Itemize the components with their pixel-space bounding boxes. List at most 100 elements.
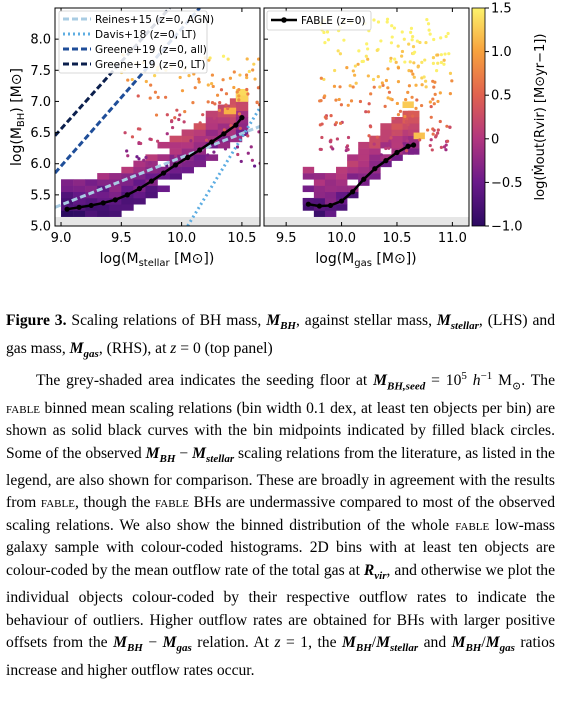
outlier-point [396, 80, 401, 84]
outlier-point [403, 114, 407, 119]
histogram-bin [85, 185, 98, 193]
histogram-bin [336, 166, 348, 174]
outlier-point [164, 95, 168, 99]
outlier-point [436, 53, 440, 57]
outlier-point [378, 85, 382, 89]
fable-bin-midpoint [197, 147, 203, 153]
outlier-point [165, 113, 169, 117]
outlier-point [250, 158, 254, 162]
left-fable-relation [64, 115, 245, 212]
colorbar-ticks: 1.5 1.0 0.5 0 −0.5 −1.0 [485, 2, 523, 235]
histogram-bin [73, 191, 86, 199]
outlier-point [156, 95, 160, 99]
histogram-bin [205, 141, 219, 149]
outlier-point [246, 151, 250, 155]
outlier-point [438, 119, 442, 124]
outlier-point [418, 138, 422, 142]
y-tick-label: 5.5 [30, 188, 51, 203]
outlier-point [431, 132, 435, 136]
fable-bin-midpoint [160, 170, 167, 176]
colorbar: 1.5 1.0 0.5 0 −0.5 −1.0 log(Ṁout(Rvir) [M⊙yr−… [471, 2, 548, 235]
outlier-point [237, 112, 242, 116]
outlier-point [187, 73, 191, 78]
outlier-point [436, 99, 440, 104]
histogram-bin [358, 141, 370, 149]
x-tick-label: 9.0 [51, 231, 72, 246]
outlier-point [237, 94, 241, 98]
outlier-point [154, 113, 159, 117]
histogram-bin [193, 141, 207, 149]
outlier-point [333, 68, 337, 73]
outlier-point [123, 131, 127, 135]
histogram-bin [336, 204, 348, 211]
outlier-point [334, 98, 338, 102]
histogram-bin [358, 154, 370, 161]
outlier-point [260, 87, 263, 90]
right-panel: 9.5 10.0 10.5 11.0 FABLE (z=0) log(Mgas [M⊙… [263, 7, 470, 269]
legend-marker [281, 17, 287, 23]
histogram-bin [205, 154, 219, 161]
outlier-point [439, 53, 443, 57]
outlier-point [206, 100, 210, 104]
histogram-bin [235, 123, 249, 130]
outlier-point [420, 60, 424, 64]
histogram-bin [169, 141, 182, 149]
outlier-point [429, 104, 433, 109]
outlier-point [369, 92, 373, 96]
histogram-bin [380, 141, 392, 149]
outlier-point [236, 152, 240, 157]
outlier-point [135, 155, 139, 159]
outlier-point [232, 70, 236, 74]
outlier-point [226, 57, 230, 61]
histogram-bin [235, 95, 249, 102]
outlier-point [258, 84, 260, 88]
outlier-point [336, 49, 340, 53]
outlier-point [346, 103, 350, 107]
histogram-bin [324, 197, 337, 205]
outlier-point [376, 75, 380, 79]
fable-bin-midpoint [305, 201, 311, 207]
figure-label: Figure 3. [6, 312, 67, 329]
outlier-point [224, 92, 229, 96]
outlier-point [245, 57, 249, 61]
seeding-floor-band [264, 217, 469, 226]
outlier-point [144, 155, 148, 160]
outlier-point [354, 81, 358, 85]
colorbar-tick-label: 0 [491, 132, 499, 147]
outlier-point [257, 103, 260, 107]
outlier-point [396, 44, 400, 48]
caption-body: The grey-shaded area indicates the seedi… [6, 370, 555, 679]
outlier-point [414, 83, 418, 87]
histogram-bin [358, 173, 370, 180]
outlier-point [366, 57, 370, 61]
x-tick-label: 9.5 [276, 231, 297, 246]
outlier-point [426, 128, 430, 132]
histogram-bin [324, 191, 337, 199]
outlier-point [400, 30, 404, 34]
outlier-point [222, 128, 226, 132]
outlier-point [407, 69, 411, 73]
outlier-point [379, 153, 383, 157]
histogram-bin [313, 210, 326, 217]
outlier-point [448, 125, 452, 129]
histogram-bin [205, 110, 219, 118]
outlier-point [246, 92, 250, 96]
histogram-bin [169, 154, 182, 161]
outlier-point [126, 78, 130, 82]
outlier-point [213, 102, 217, 106]
outlier-point [345, 145, 349, 149]
histogram-bin [145, 154, 158, 161]
histogram-bin [347, 160, 359, 168]
outlier-point [384, 78, 389, 83]
outlier-point [178, 75, 182, 80]
fable-bin-midpoint [372, 166, 378, 172]
outlier-point [409, 30, 413, 34]
histogram-bin [391, 123, 403, 130]
outlier-point [415, 98, 419, 102]
histogram-bin [336, 191, 348, 199]
fable-bin-midpoint [100, 200, 106, 206]
histogram-bin [229, 135, 243, 143]
right-x-axis-label: log(Mgas [M⊙]) [315, 251, 416, 269]
outlier-point [178, 113, 182, 117]
outlier-point [386, 67, 390, 71]
